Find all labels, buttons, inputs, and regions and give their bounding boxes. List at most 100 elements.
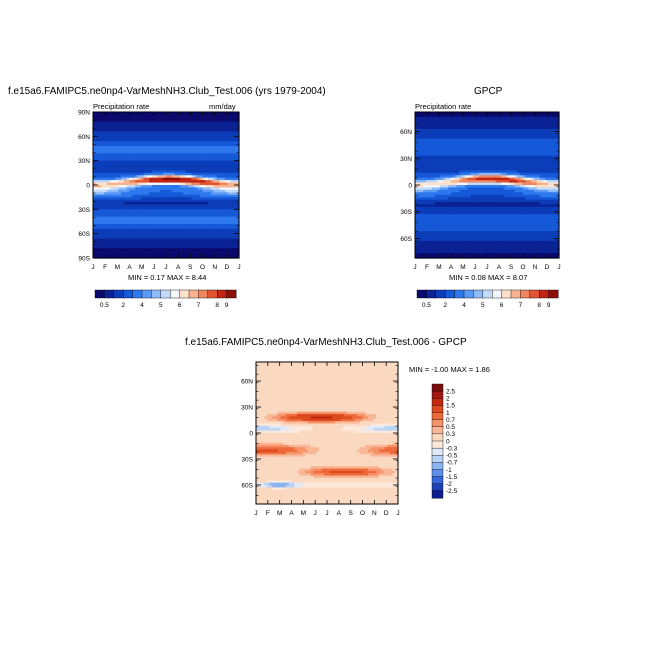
heat-cell: [503, 165, 507, 169]
heat-cell: [451, 177, 455, 181]
heat-cell: [222, 131, 226, 135]
heat-cell: [129, 150, 133, 154]
heat-cell: [174, 155, 178, 159]
heat-cell: [417, 141, 422, 145]
heat-cell: [224, 150, 229, 154]
heat-cell: [236, 177, 240, 181]
heat-cell: [166, 209, 170, 213]
heat-cell: [467, 138, 471, 142]
heat-cell: [224, 202, 229, 206]
heat-cell: [154, 248, 159, 252]
heat-cell: [194, 243, 198, 247]
heat-cell: [230, 192, 234, 196]
heat-cell: [163, 141, 167, 145]
heat-cell: [462, 155, 466, 159]
heat-cell: [230, 143, 234, 147]
heat-cell: [185, 192, 190, 196]
heat-cell: [442, 150, 447, 154]
heat-cell: [428, 182, 433, 186]
heat-cell: [478, 126, 483, 130]
heat-cell: [459, 133, 463, 137]
heat-cell: [210, 114, 215, 118]
heat-cell: [467, 141, 471, 145]
heat-cell: [121, 153, 125, 157]
heat-cell: [511, 175, 516, 179]
heat-cell: [453, 129, 458, 133]
heat-cell: [542, 119, 546, 123]
heat-cell: [475, 136, 480, 140]
heat-cell: [470, 146, 474, 150]
heat-cell: [451, 148, 455, 152]
heat-cell: [196, 146, 201, 150]
heat-cell: [121, 233, 125, 237]
heat-cell: [171, 204, 176, 208]
heat-cell: [208, 243, 212, 247]
heat-cell: [500, 112, 505, 116]
heat-cell: [104, 238, 108, 242]
heat-cell: [118, 148, 122, 152]
heat-cell: [233, 223, 237, 227]
heat-cell: [428, 148, 433, 152]
heat-cell: [121, 245, 125, 249]
heat-cell: [478, 119, 483, 123]
heat-cell: [545, 148, 549, 152]
heat-cell: [437, 138, 441, 142]
heat-cell: [431, 129, 435, 133]
heat-cell: [503, 177, 507, 181]
heat-cell: [514, 187, 519, 191]
heat-cell: [123, 240, 128, 244]
heat-cell: [157, 148, 161, 152]
heat-cell: [140, 245, 145, 249]
heat-cell: [500, 189, 505, 193]
heat-cell: [109, 240, 114, 244]
heat-cell: [224, 194, 229, 198]
heat-cell: [123, 223, 128, 227]
heat-cell: [542, 175, 546, 179]
heat-cell: [146, 177, 150, 181]
heat-cell: [160, 170, 164, 174]
heat-cell: [531, 158, 535, 162]
heat-cell: [473, 189, 477, 193]
heat-cell: [445, 160, 449, 164]
heat-cell: [484, 112, 488, 116]
heat-cell: [453, 114, 458, 118]
heat-cell: [137, 231, 142, 235]
heat-cell: [118, 226, 122, 230]
heat-cell: [498, 148, 502, 152]
heat-cell: [98, 172, 103, 176]
heat-cell: [509, 124, 513, 128]
heat-cell: [199, 119, 204, 123]
heat-cell: [196, 170, 201, 174]
heat-cell: [478, 112, 483, 116]
heat-cell: [439, 185, 444, 189]
heat-cell: [210, 121, 215, 125]
heat-cell: [95, 202, 100, 206]
heat-cell: [177, 119, 181, 123]
heat-cell: [146, 160, 150, 164]
heat-cell: [439, 121, 444, 125]
heat-cell: [151, 197, 156, 201]
heat-cell: [227, 119, 232, 123]
heat-cell: [149, 180, 153, 184]
heat-cell: [132, 136, 136, 140]
heat-cell: [536, 116, 541, 120]
heat-cell: [101, 221, 105, 225]
heat-cell: [205, 112, 209, 116]
heat-cell: [185, 240, 190, 244]
heat-cell: [420, 182, 424, 186]
heat-cell: [123, 141, 128, 145]
heat-cell: [177, 158, 181, 162]
heat-cell: [118, 199, 122, 203]
heat-cell: [456, 185, 460, 189]
heat-cell: [523, 141, 527, 145]
heat-cell: [464, 136, 469, 140]
heat-cell: [417, 192, 422, 196]
heat-cell: [109, 172, 114, 176]
heat-cell: [146, 150, 150, 154]
heat-cell: [123, 112, 128, 116]
heat-cell: [154, 255, 159, 259]
heat-cell: [453, 136, 458, 140]
heat-cell: [492, 160, 496, 164]
heat-cell: [157, 216, 161, 220]
heat-cell: [213, 243, 218, 247]
